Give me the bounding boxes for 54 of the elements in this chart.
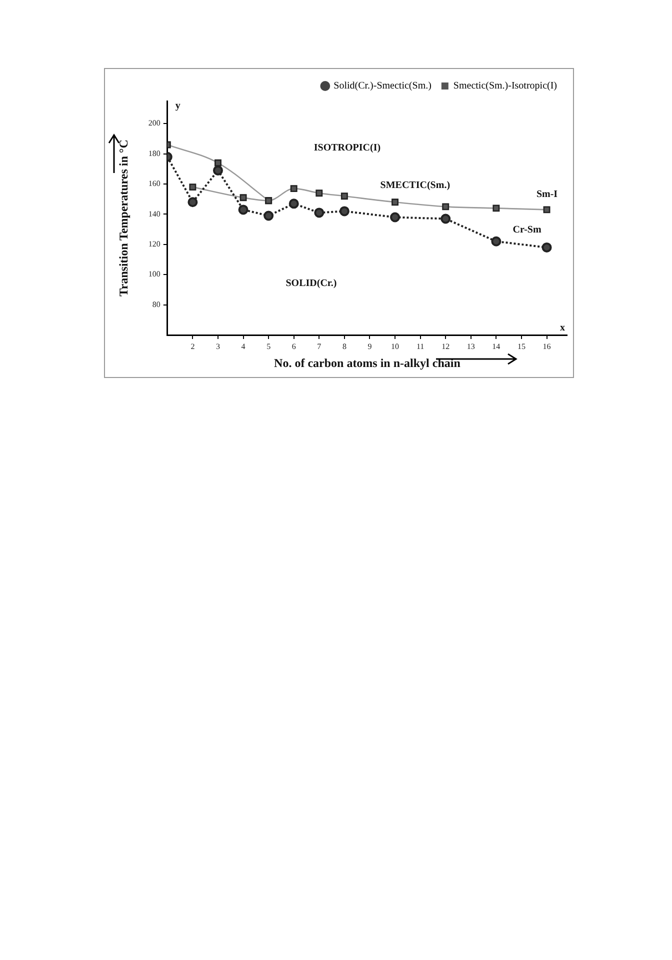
annotation: Cr-Sm [512, 224, 542, 236]
point [188, 197, 198, 208]
x-tick-label: 16 [542, 342, 551, 351]
point [240, 194, 247, 202]
x-tick-label: 13 [466, 342, 475, 351]
x-tick-label: 2 [190, 342, 195, 351]
legend-label: Solid(Cr.)-Smectic(Sm.) [334, 80, 432, 92]
x-tick-label: 5 [266, 342, 271, 351]
point [390, 212, 400, 222]
point [542, 242, 552, 252]
annotation: SOLID(Cr.) [286, 278, 337, 290]
annotation: Sm-I [536, 189, 558, 200]
x-tick-label: 9 [368, 342, 372, 351]
point [314, 208, 324, 218]
point [212, 165, 223, 176]
x-tick-label: 4 [241, 342, 246, 351]
x-tick-label: 12 [442, 342, 450, 351]
point [189, 184, 196, 191]
x-tick-label: 11 [416, 342, 424, 351]
x-tick-label: 7 [317, 342, 322, 351]
y-axis-title: Transition Temperatures in °C [116, 140, 130, 296]
point [492, 204, 500, 212]
point [392, 198, 398, 206]
x-tick-label: 8 [342, 342, 346, 351]
annotation: y [175, 100, 180, 112]
x-axis-title: No. of carbon atoms in n-alkyl chain [274, 356, 461, 370]
point [543, 206, 550, 214]
x-tick-label: 3 [216, 342, 220, 351]
point [238, 204, 248, 215]
x-tick-label: 10 [391, 342, 400, 351]
annotation: x [560, 322, 565, 334]
x-tick-label: 15 [517, 342, 526, 351]
x-tick-label: 14 [492, 342, 500, 351]
annotation: SMECTIC(Sm.) [380, 180, 450, 191]
annotation: ISOTROPIC(I) [314, 142, 381, 154]
point [339, 206, 350, 216]
y-tick-label: 180 [148, 148, 160, 158]
y-tick-label: 120 [148, 240, 160, 249]
point [316, 190, 323, 197]
x-tick-label: 6 [292, 342, 296, 351]
point [290, 185, 298, 192]
point [340, 192, 348, 200]
y-tick-label: 200 [148, 118, 160, 128]
y-tick-label: 80 [152, 300, 160, 309]
point [440, 214, 451, 224]
point [288, 198, 299, 209]
point [214, 159, 222, 166]
y-tick-label: 160 [148, 179, 160, 188]
point [491, 236, 502, 246]
legend-label: Smectic(Sm.)-Isotropic(I) [453, 80, 558, 92]
y-tick-label: 140 [148, 209, 160, 218]
point [442, 203, 450, 210]
point [264, 210, 274, 221]
y-tick-label: 100 [148, 270, 160, 279]
